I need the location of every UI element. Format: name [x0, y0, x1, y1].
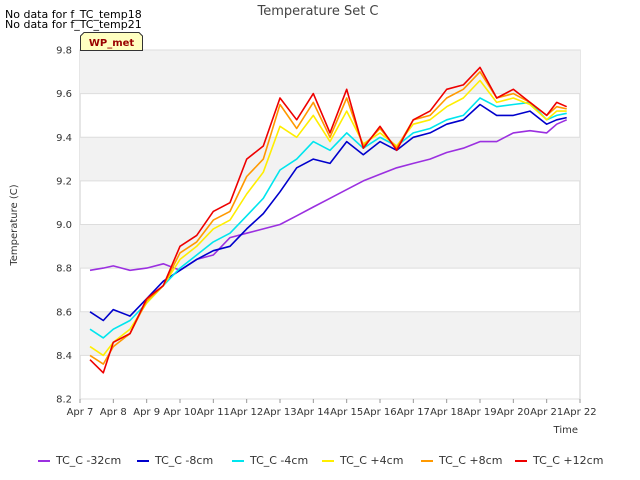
legend-label: TC_C +4cm [340, 454, 404, 467]
legend: TC_C -32cm TC_C -8cm TC_C -4cm TC_C +4cm TC_… [0, 452, 640, 470]
y-tick-label: 8.8 [56, 264, 72, 275]
no-data-note-1: No data for f_TC_temp18 [5, 8, 142, 21]
legend-label: TC_C +12cm [533, 454, 604, 467]
x-axis-label: Time [553, 425, 578, 436]
legend-swatch [322, 460, 334, 462]
legend-label: TC_C -4cm [250, 454, 309, 467]
x-tick-label: Apr 9 [133, 407, 160, 418]
x-tick-label: Apr 12 [230, 407, 263, 418]
y-axis-label: Temperature (C) [9, 184, 20, 266]
legend-swatch [232, 460, 244, 462]
no-data-note-2: No data for f_TC_temp21 [5, 18, 142, 31]
y-tick-label: 9.4 [56, 133, 72, 144]
y-tick-label: 8.6 [56, 307, 72, 318]
x-tick-label: Apr 21 [530, 407, 563, 418]
y-tick-label: 9.8 [56, 46, 72, 57]
x-tick-label: Apr 11 [197, 407, 230, 418]
x-tick-label: Apr 10 [163, 407, 196, 418]
y-tick-label: 9.6 [56, 89, 72, 100]
x-tick-label: Apr 19 [463, 407, 496, 418]
series-line-tc-c-+12cm [89, 66, 568, 374]
x-tick-label: Apr 13 [263, 407, 296, 418]
y-tick-label: 9.0 [56, 220, 72, 231]
legend-swatch [38, 460, 50, 462]
grid-band [80, 50, 580, 94]
legend-swatch [421, 460, 433, 462]
y-tick-label: 8.2 [56, 395, 72, 406]
grid-band [80, 311, 580, 356]
legend-label: TC_C +8cm [439, 454, 503, 467]
x-tick-label: Apr 22 [563, 407, 596, 418]
grid-band [80, 137, 580, 181]
x-tick-label: Apr 8 [100, 407, 127, 418]
x-tick-label: Apr 15 [330, 407, 363, 418]
x-tick-label: Apr 7 [67, 407, 94, 418]
wp-met-badge: WP_met [80, 32, 143, 51]
legend-swatch [137, 460, 149, 462]
x-tick-label: Apr 18 [430, 407, 463, 418]
legend-label: TC_C -32cm [56, 454, 122, 467]
x-tick-label: Apr 14 [297, 407, 330, 418]
badge-label: WP_met [89, 38, 135, 49]
grid-band [80, 224, 580, 269]
chart-title: Temperature Set C [256, 4, 378, 19]
legend-swatch [515, 460, 527, 462]
y-tick-label: 9.2 [56, 176, 72, 187]
x-tick-label: Apr 17 [397, 407, 430, 418]
series-line-tc-c--32cm [89, 119, 568, 272]
x-tick-label: Apr 20 [497, 407, 530, 418]
series-line-tc-c--8cm [89, 103, 567, 322]
legend-label: TC_C -8cm [155, 454, 214, 467]
x-tick-label: Apr 16 [363, 407, 396, 418]
y-tick-label: 8.4 [56, 351, 72, 362]
